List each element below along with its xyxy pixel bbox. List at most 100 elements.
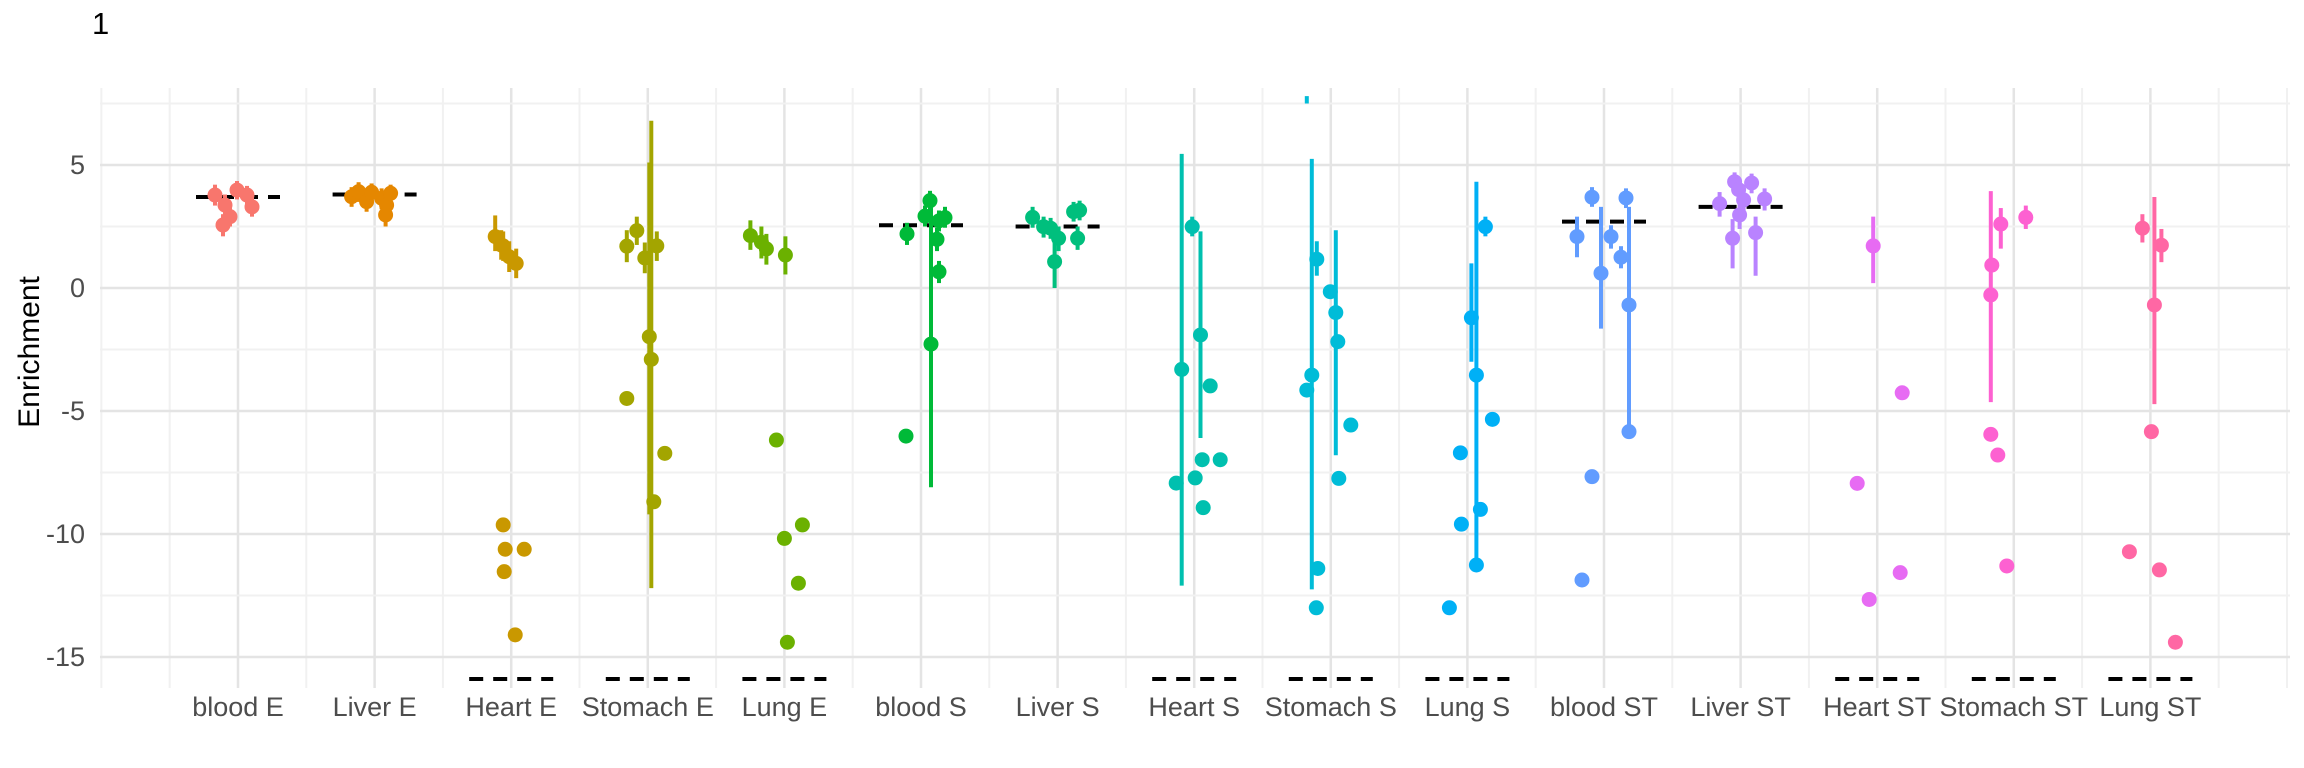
data-point (1892, 565, 1908, 581)
data-point (1983, 287, 1999, 303)
data-point (1331, 470, 1347, 486)
data-point (742, 228, 758, 244)
data-point (1463, 310, 1479, 326)
data-point (1330, 334, 1346, 350)
x-category-label: Stomach S (1265, 692, 1397, 722)
data-point (217, 197, 233, 213)
data-point (215, 217, 231, 233)
data-point (2167, 634, 2183, 650)
data-point (1725, 230, 1741, 246)
y-tick-label: -10 (46, 519, 85, 549)
data-point (1621, 424, 1637, 440)
x-category-label: Liver E (333, 692, 417, 722)
x-category-label: Heart S (1148, 692, 1240, 722)
data-point (383, 185, 399, 201)
data-point (937, 210, 953, 226)
y-axis-title: Enrichment (13, 276, 46, 428)
data-point (768, 432, 784, 448)
data-point (1990, 447, 2006, 463)
data-point (1441, 600, 1457, 616)
data-point (758, 241, 774, 257)
data-point (1736, 192, 1752, 208)
data-point (1744, 175, 1760, 191)
data-point (1193, 327, 1208, 343)
data-point (1343, 417, 1359, 433)
data-point (1072, 202, 1088, 218)
data-point (1569, 229, 1585, 245)
data-point (1993, 216, 2009, 232)
data-point (1070, 230, 1086, 246)
data-point (1748, 225, 1764, 241)
data-point (1593, 265, 1609, 281)
data-point (1477, 219, 1493, 235)
data-point (1184, 219, 1200, 235)
data-point (1472, 501, 1488, 517)
data-point (2146, 297, 2162, 313)
data-point (898, 428, 914, 444)
data-point (1322, 284, 1338, 300)
data-point (1983, 426, 1999, 442)
data-point (1574, 572, 1590, 588)
data-point (1025, 209, 1041, 225)
data-point (779, 634, 795, 650)
data-point (1584, 469, 1600, 485)
data-point (923, 336, 939, 352)
data-point (1212, 452, 1228, 468)
data-point (244, 199, 260, 215)
data-point (1187, 470, 1203, 486)
data-point (516, 541, 532, 557)
data-point (507, 627, 523, 643)
data-point (1310, 560, 1326, 576)
data-point (649, 238, 665, 254)
data-point (1894, 385, 1910, 401)
data-point (2153, 237, 2169, 253)
data-point (776, 530, 792, 546)
data-point (794, 517, 810, 533)
data-point (1999, 558, 2015, 574)
data-point (496, 564, 512, 580)
data-point (1621, 297, 1637, 313)
x-category-label: Liver ST (1690, 692, 1791, 722)
data-point (1484, 411, 1500, 427)
data-point (619, 390, 635, 406)
data-point (922, 193, 938, 209)
data-point (2018, 209, 2034, 225)
data-point (929, 231, 945, 247)
plot-title: 1 (92, 6, 110, 41)
data-point (1047, 254, 1063, 270)
data-point (1452, 445, 1468, 461)
data-point (1304, 367, 1320, 383)
x-category-label: Lung E (742, 692, 828, 722)
data-point (1712, 196, 1728, 212)
data-point (495, 517, 511, 533)
data-point (1584, 189, 1600, 205)
data-point (497, 541, 513, 557)
x-category-label: Liver S (1016, 692, 1100, 722)
data-point (1603, 229, 1619, 245)
data-point (1861, 591, 1877, 607)
data-point (2121, 544, 2137, 560)
data-point (1468, 557, 1484, 573)
data-point (2143, 424, 2159, 440)
data-point (1984, 257, 2000, 273)
data-point (1613, 249, 1629, 265)
data-point (646, 494, 662, 510)
data-point (1468, 367, 1484, 383)
data-point (637, 250, 653, 266)
data-point (1174, 361, 1190, 377)
data-point (1618, 190, 1634, 206)
data-point (1194, 452, 1210, 468)
data-point (777, 247, 793, 263)
y-tick-label: 5 (70, 150, 85, 180)
data-point (1195, 500, 1211, 516)
x-category-label: Lung ST (2099, 692, 2201, 722)
x-category-label: Stomach ST (1940, 692, 2089, 722)
data-point (378, 207, 394, 223)
data-point (931, 264, 947, 280)
data-point (899, 226, 915, 242)
data-point (239, 187, 255, 203)
x-category-label: blood E (192, 692, 284, 722)
data-point (629, 223, 645, 239)
